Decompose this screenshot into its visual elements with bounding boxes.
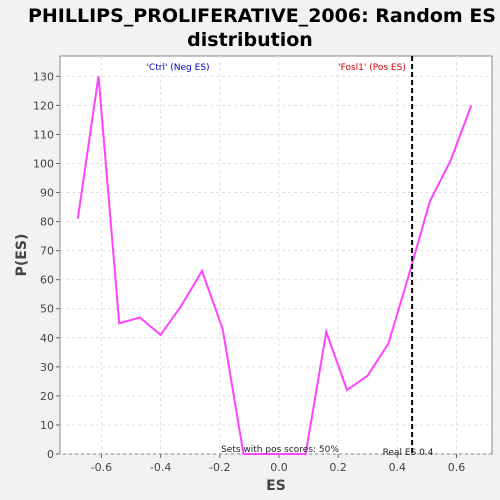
y-tick-label: 130 — [33, 70, 54, 83]
pos-es-label: 'Fosl1' (Pos ES) — [338, 63, 406, 73]
y-tick-label: 50 — [40, 303, 54, 316]
neg-es-label: 'Ctrl' (Neg ES) — [146, 63, 209, 73]
y-axis-label: P(ES) — [14, 234, 30, 277]
x-tick-label: 0.2 — [329, 461, 347, 474]
axis-ticks: 0 10 20 30 40 50 60 70 80 90 100 110 120 130 -0.6 -0.4 -… — [33, 70, 465, 474]
pos-scores-label: Sets with pos scores: 50% — [221, 445, 339, 455]
y-tick-label: 30 — [40, 361, 54, 374]
y-tick-label: 100 — [33, 157, 54, 170]
x-axis-label: ES — [266, 478, 286, 494]
chart-title-line-2: distribution — [187, 29, 313, 51]
y-tick-label: 120 — [33, 99, 54, 112]
y-tick-label: 60 — [40, 274, 54, 287]
real-es-label: Real ES 0.4 — [383, 448, 434, 458]
y-tick-label: 40 — [40, 332, 54, 345]
x-tick-label: 0.0 — [270, 461, 288, 474]
x-tick-label: -0.2 — [209, 461, 230, 474]
y-tick-label: 80 — [40, 216, 54, 229]
y-tick-label: 110 — [33, 128, 54, 141]
x-tick-label: -0.4 — [150, 461, 171, 474]
chart-title-line-1: PHILLIPS_PROLIFERATIVE_2006: Random ES — [28, 5, 496, 27]
x-tick-label: -0.6 — [91, 461, 112, 474]
plot-area — [59, 55, 493, 455]
y-tick-label: 70 — [40, 245, 54, 258]
x-tick-label: 0.4 — [389, 461, 407, 474]
x-tick-label: 0.6 — [448, 461, 466, 474]
random-es-series-line — [76, 76, 473, 455]
y-tick-label: 0 — [47, 448, 54, 461]
y-tick-label: 90 — [40, 187, 54, 200]
y-tick-label: 20 — [40, 390, 54, 403]
y-tick-label: 10 — [40, 419, 54, 432]
grid-lines — [60, 56, 492, 455]
